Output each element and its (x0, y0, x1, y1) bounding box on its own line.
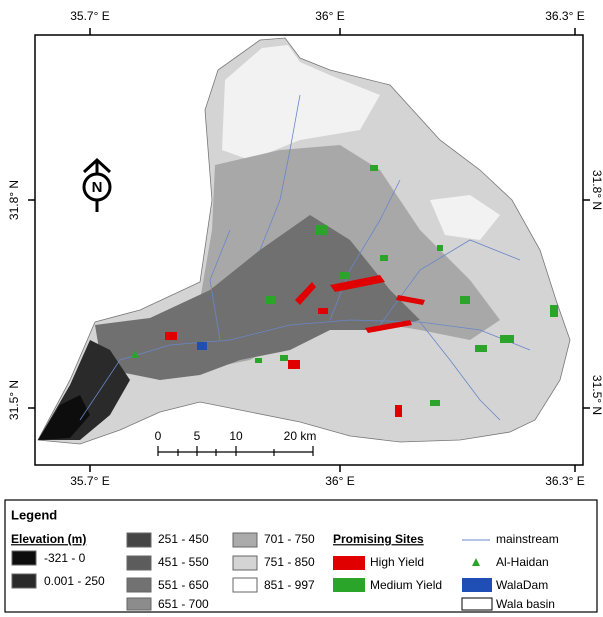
lon-label: 36° E (325, 474, 354, 488)
legend-swatch (333, 578, 365, 592)
legend-label: Wala basin (496, 597, 555, 611)
lat-label: 31.5° N (7, 380, 21, 420)
legend-swatch (462, 578, 492, 592)
legend-swatch (127, 598, 151, 610)
legend-label: 651 - 700 (158, 597, 209, 611)
medium-yield-site (460, 296, 470, 304)
legend-section-title: Promising Sites (333, 532, 424, 546)
north-label: N (92, 179, 103, 196)
lon-label: 36.3° E (545, 474, 585, 488)
wala-dam (197, 342, 207, 350)
medium-yield-site (475, 345, 487, 352)
high-yield-site (288, 360, 300, 369)
lat-label: 31.5° N (590, 375, 603, 415)
legend-label: 451 - 550 (158, 555, 209, 569)
scale-label: 5 (194, 429, 201, 443)
legend-swatch (12, 551, 36, 565)
legend-label: High Yield (370, 555, 424, 569)
legend-label: 0.001 - 250 (44, 574, 105, 588)
legend-label: 701 - 750 (264, 532, 315, 546)
legend-title: Legend (11, 507, 57, 522)
legend-swatch (12, 574, 36, 588)
legend-swatch (127, 556, 151, 570)
medium-yield-site (340, 272, 350, 279)
lat-label: 31.8° N (7, 180, 21, 220)
legend-label: WalaDam (496, 578, 548, 592)
medium-yield-site (500, 335, 514, 343)
lon-label: 36.3° E (545, 9, 585, 23)
legend-label: 251 - 450 (158, 532, 209, 546)
scale-label: 10 (229, 429, 243, 443)
legend-label: Medium Yield (370, 578, 442, 592)
medium-yield-site (315, 225, 327, 235)
high-yield-site (318, 308, 328, 314)
legend-label: -321 - 0 (44, 551, 86, 565)
lat-label: 31.8° N (590, 170, 603, 210)
scale-label: 0 (155, 429, 162, 443)
legend-label: mainstream (496, 532, 559, 546)
legend-label: 551 - 650 (158, 578, 209, 592)
medium-yield-site (430, 400, 440, 406)
lon-label: 36° E (315, 9, 344, 23)
medium-yield-site (265, 296, 275, 304)
legend-label: Al-Haidan (496, 555, 549, 569)
high-yield-site (395, 405, 402, 417)
legend-label: 851 - 997 (264, 578, 315, 592)
legend-swatch (333, 556, 365, 570)
legend-swatch (462, 598, 492, 610)
legend-swatch (127, 533, 151, 547)
map-figure: 35.7° E 36° E 36.3° E 35.7° E 36° E 36.3… (0, 0, 603, 617)
scale-label: 20 km (284, 429, 317, 443)
legend-label: 751 - 850 (264, 555, 315, 569)
lon-label: 35.7° E (70, 474, 110, 488)
legend-section-title: Elevation (m) (11, 532, 86, 546)
high-yield-site (165, 332, 177, 340)
lon-label: 35.7° E (70, 9, 110, 23)
medium-yield-site (255, 358, 262, 363)
legend-swatch (127, 578, 151, 592)
legend-swatch (233, 533, 257, 547)
legend-swatch (233, 578, 257, 592)
legend-swatch (233, 556, 257, 570)
medium-yield-site (370, 165, 378, 171)
medium-yield-site (550, 305, 558, 317)
medium-yield-site (437, 245, 443, 251)
medium-yield-site (280, 355, 288, 361)
medium-yield-site (380, 255, 388, 261)
